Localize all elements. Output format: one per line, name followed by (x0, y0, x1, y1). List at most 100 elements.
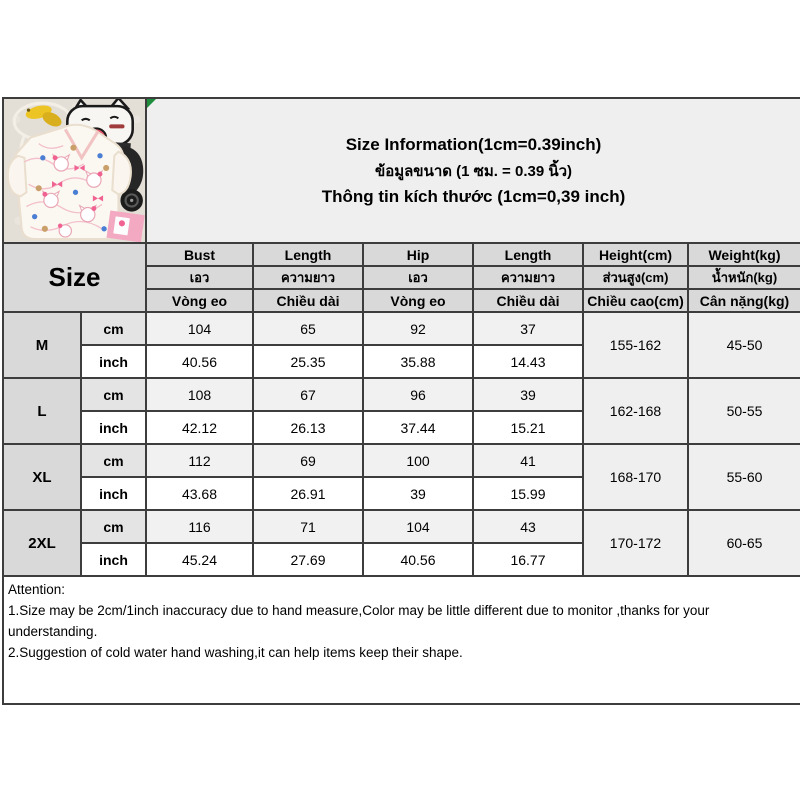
col-height-th: ส่วนสูง(cm) (582, 265, 689, 290)
row-2xl-cm: 2XL cm 116 71 104 43 170-172 60-65 (2, 509, 800, 577)
m-length1-inch: 25.35 (252, 344, 364, 379)
2xl-weight-range: 60-65 (687, 509, 800, 577)
unit-inch: inch (80, 344, 147, 379)
m-hip-cm: 92 (362, 311, 474, 346)
kitty-motifs (41, 153, 104, 238)
row-xl-inch: inch 43.68 26.91 39 15.99 (3, 476, 800, 511)
2xl-height-range: 170-172 (582, 509, 689, 577)
2xl-hip-cm: 104 (362, 509, 474, 544)
col-length2-vi: Chiều dài (472, 288, 584, 313)
header-row-vietnamese: Vòng eo Chiều dài Vòng eo Chiều dài Chiề… (3, 288, 800, 313)
unit-inch: inch (80, 542, 147, 577)
l-length1-cm: 67 (252, 377, 364, 412)
title-cell: Size Information(1cm=0.39inch) ข้อมูลขนา… (145, 97, 800, 244)
unit-inch: inch (80, 410, 147, 445)
col-hip-en: Hip (362, 242, 474, 267)
l-hip-inch: 37.44 (362, 410, 474, 445)
2xl-bust-inch: 45.24 (145, 542, 254, 577)
m-length2-cm: 37 (472, 311, 584, 346)
m-length1-cm: 65 (252, 311, 364, 346)
title-row: Size Information(1cm=0.39inch) ข้อมูลขนา… (2, 97, 800, 244)
xl-length2-inch: 15.99 (472, 476, 584, 511)
m-hip-inch: 35.88 (362, 344, 474, 379)
m-bust-inch: 40.56 (145, 344, 254, 379)
col-length1-en: Length (252, 242, 364, 267)
attention-title: Attention: (8, 582, 66, 597)
2xl-length2-inch: 16.77 (472, 542, 584, 577)
xl-bust-inch: 43.68 (145, 476, 254, 511)
attention-row: Attention: 1.Size may be 2cm/1inch inacc… (2, 575, 800, 705)
l-length2-inch: 15.21 (472, 410, 584, 445)
l-height-range: 162-168 (582, 377, 689, 445)
col-bust-vi: Vòng eo (145, 288, 254, 313)
l-bust-cm: 108 (145, 377, 254, 412)
m-bust-cm: 104 (145, 311, 254, 346)
row-xl-cm: XL cm 112 69 100 41 168-170 55-60 (2, 443, 800, 511)
title-vietnamese: Thông tin kích thước (1cm=0,39 inch) (321, 186, 626, 206)
col-hip-th: เอว (362, 265, 474, 290)
col-weight-vi: Cân nặng(kg) (687, 288, 800, 313)
row-2xl-inch: inch 45.24 27.69 40.56 16.77 (3, 542, 800, 577)
product-photo (5, 100, 144, 241)
header-row-english: Size Bust Length Hip Length Height(cm) W… (2, 242, 800, 313)
unit-cm: cm (80, 443, 147, 478)
xl-length1-cm: 69 (252, 443, 364, 478)
xl-bust-cm: 112 (145, 443, 254, 478)
size-chart-sheet: Size Information(1cm=0.39inch) ข้อมูลขนา… (2, 97, 800, 705)
xl-height-range: 168-170 (582, 443, 689, 511)
col-height-en: Height(cm) (582, 242, 689, 267)
2xl-length1-inch: 27.69 (252, 542, 364, 577)
attention-line-1: 1.Size may be 2cm/1inch inaccuracy due t… (8, 603, 710, 639)
l-weight-range: 50-55 (687, 377, 800, 445)
col-weight-en: Weight(kg) (687, 242, 800, 267)
unit-cm: cm (80, 509, 147, 544)
xl-length2-cm: 41 (472, 443, 584, 478)
l-hip-cm: 96 (362, 377, 474, 412)
banana (25, 105, 62, 127)
header-row-thai: เอว ความยาว เอว ความยาว ส่วนสูง(cm) น้ำห… (3, 265, 800, 290)
2xl-hip-inch: 40.56 (362, 542, 474, 577)
xl-hip-cm: 100 (362, 443, 474, 478)
col-length2-en: Length (472, 242, 584, 267)
unit-inch: inch (80, 476, 147, 511)
l-bust-inch: 42.12 (145, 410, 254, 445)
col-hip-vi: Vòng eo (362, 288, 474, 313)
title-thai: ข้อมูลขนาด (1 ซม. = 0.39 นิ้ว) (374, 162, 573, 180)
m-weight-range: 45-50 (687, 311, 800, 379)
xl-weight-range: 55-60 (687, 443, 800, 511)
row-m-cm: M cm 104 65 92 37 155-162 45-50 (2, 311, 800, 379)
size-label-xl: XL (2, 443, 82, 511)
col-bust-th: เอว (145, 265, 254, 290)
xl-length1-inch: 26.91 (252, 476, 364, 511)
green-corner-marker (148, 100, 156, 108)
col-length1-vi: Chiều dài (252, 288, 364, 313)
col-length1-th: ความยาว (252, 265, 364, 290)
dot-motifs (31, 144, 110, 232)
xl-hip-inch: 39 (362, 476, 474, 511)
attention-line-2: 2.Suggestion of cold water hand washing,… (8, 645, 463, 660)
2xl-length1-cm: 71 (252, 509, 364, 544)
size-label-2xl: 2XL (2, 509, 82, 577)
row-l-cm: L cm 108 67 96 39 162-168 50-55 (2, 377, 800, 445)
pink-patch (106, 210, 144, 241)
2xl-length2-cm: 43 (472, 509, 584, 544)
title-english: Size Information(1cm=0.39inch) (345, 134, 602, 154)
unit-cm: cm (80, 377, 147, 412)
col-length2-th: ความยาว (472, 265, 584, 290)
product-photo-cell (2, 97, 147, 244)
m-length2-inch: 14.43 (472, 344, 584, 379)
size-label-m: M (2, 311, 82, 379)
attention-cell: Attention: 1.Size may be 2cm/1inch inacc… (2, 575, 800, 705)
col-bust-en: Bust (145, 242, 254, 267)
2xl-bust-cm: 116 (145, 509, 254, 544)
unit-cm: cm (80, 311, 147, 346)
size-label-l: L (2, 377, 82, 445)
row-m-inch: inch 40.56 25.35 35.88 14.43 (3, 344, 800, 379)
col-weight-th: น้ำหนัก(kg) (687, 265, 800, 290)
col-height-vi: Chiều cao(cm) (582, 288, 689, 313)
row-l-inch: inch 42.12 26.13 37.44 15.21 (3, 410, 800, 445)
l-length1-inch: 26.13 (252, 410, 364, 445)
size-header-cell: Size (2, 242, 147, 313)
l-length2-cm: 39 (472, 377, 584, 412)
size-table: Size Information(1cm=0.39inch) ข้อมูลขนา… (2, 97, 800, 705)
